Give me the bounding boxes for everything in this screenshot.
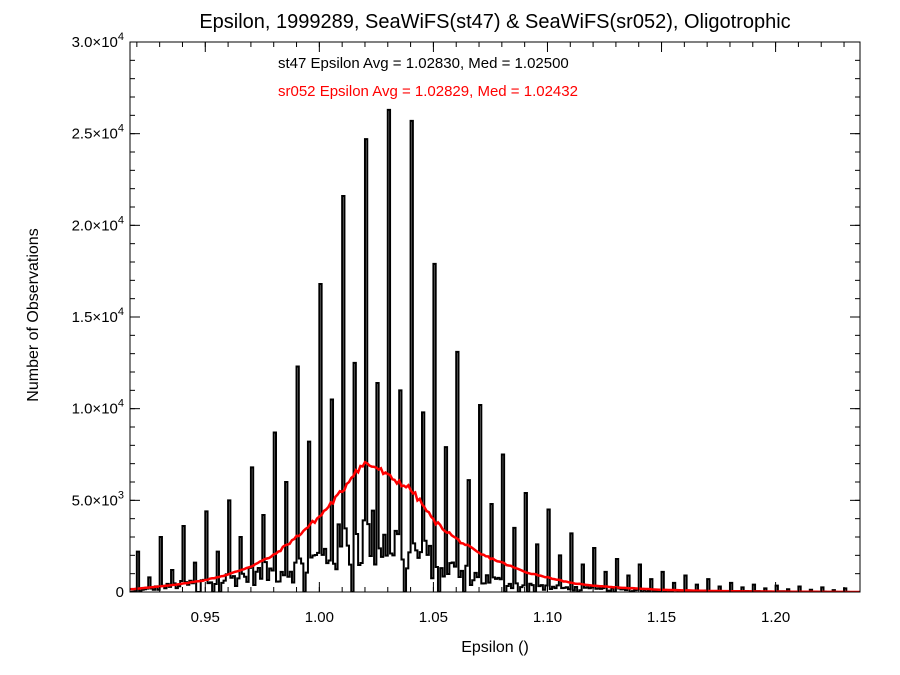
x-tick-label: 1.05 [419,609,448,626]
y-tick-label: 1.5×104 [72,306,124,326]
x-tick-label: 1.20 [761,609,790,626]
y-tick-label: 0 [116,584,124,601]
x-tick-label: 1.10 [533,609,562,626]
plot-frame [129,41,861,593]
st47-histogram-series [130,108,860,592]
y-axis-label: Number of Observations [25,228,42,401]
y-tick-label: 2.5×104 [72,123,124,143]
x-axis: 0.95 1.00 1.05 1.10 1.15 1.20 [136,42,845,626]
x-axis-label: Epsilon () [461,639,529,656]
st47-stats-annotation: st47 Epsilon Avg = 1.02830, Med = 1.0250… [278,55,569,72]
x-tick-label: 1.15 [647,609,676,626]
sr052-line-series [130,460,860,592]
y-tick-label: 1.0×104 [72,398,124,418]
y-axis: 0 5.0×103 1.0×104 1.5×104 2.0×104 2.5×104 3.0×… [72,31,860,601]
plot-area [129,41,861,593]
y-tick-label: 5.0×103 [72,489,124,509]
y-tick-label: 3.0×104 [72,31,124,51]
y-tick-label: 2.0×104 [72,214,124,234]
x-tick-label: 0.95 [191,609,220,626]
x-tick-label: 1.00 [305,609,334,626]
sr052-stats-annotation: sr052 Epsilon Avg = 1.02829, Med = 1.024… [278,83,578,100]
chart-title: Epsilon, 1999289, SeaWiFS(st47) & SeaWiF… [199,11,790,33]
